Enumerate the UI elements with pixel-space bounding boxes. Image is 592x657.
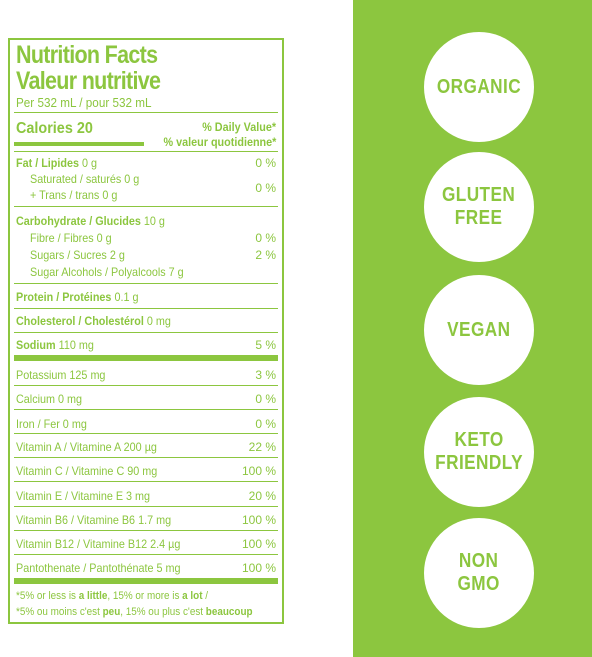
divider bbox=[14, 385, 278, 386]
divider bbox=[14, 481, 278, 482]
nutrient-dv: 20 % bbox=[248, 489, 276, 503]
nutrient-row: Pantothenate / Pantothénate 5 mg bbox=[16, 561, 181, 575]
nutrient-row: Cholesterol / Cholestérol 0 mg bbox=[16, 314, 171, 328]
nutrient-dv: 0 % bbox=[255, 392, 276, 406]
footnote-english: *5% or less is a little, 15% or more is … bbox=[16, 590, 209, 602]
nutrient-row: Vitamin B6 / Vitamine B6 1.7 mg bbox=[16, 513, 172, 527]
nutrient-dv: 0 % bbox=[255, 417, 276, 431]
non-gmo-badge: NON GMO bbox=[424, 518, 534, 628]
nutrient-row: Carbohydrate / Glucides 10 g bbox=[16, 214, 165, 228]
nutrient-dv: 100 % bbox=[241, 464, 276, 478]
organic-badge: ORGANIC bbox=[424, 32, 534, 142]
divider bbox=[14, 283, 278, 284]
nutrient-row: Vitamin C / Vitamine C 90 mg bbox=[16, 464, 158, 478]
nutrient-dv: 100 % bbox=[241, 537, 276, 551]
nutrient-row: Potassium 125 mg bbox=[16, 368, 106, 382]
nutrient-row: Sugars / Sucres 2 g bbox=[30, 248, 125, 262]
nutrient-row: + Trans / trans 0 g bbox=[30, 188, 118, 202]
thick-divider bbox=[14, 578, 278, 584]
nutrient-row: Vitamin B12 / Vitamine B12 2.4 µg bbox=[16, 537, 181, 551]
divider bbox=[14, 206, 278, 207]
title-french: Valeur nutritive bbox=[16, 67, 161, 95]
nutrient-dv: 3 % bbox=[255, 368, 276, 382]
nutrient-row: Vitamin A / Vitamine A 200 µg bbox=[16, 440, 157, 454]
divider bbox=[14, 506, 278, 507]
nutrient-row: Fat / Lipides 0 g bbox=[16, 156, 98, 170]
daily-value-header-fr: % valeur quotidienne* bbox=[163, 135, 276, 149]
nutrient-row: Fibre / Fibres 0 g bbox=[30, 231, 112, 245]
badge-label: VEGAN bbox=[447, 318, 511, 341]
vegan-badge: VEGAN bbox=[424, 275, 534, 385]
nutrient-dv: 0 % bbox=[255, 231, 276, 245]
divider bbox=[14, 112, 278, 113]
divider bbox=[14, 554, 278, 555]
footnote-french: *5% ou moins c'est peu, 15% ou plus c'es… bbox=[16, 606, 253, 618]
divider bbox=[14, 433, 278, 434]
title-english: Nutrition Facts bbox=[16, 41, 158, 69]
divider bbox=[14, 409, 278, 410]
badge-label: KETO FRIENDLY bbox=[435, 429, 523, 474]
badge-label: NON GMO bbox=[457, 550, 501, 595]
nutrient-row: Calcium 0 mg bbox=[16, 392, 83, 406]
calories-underline bbox=[14, 142, 144, 146]
nutrient-dv: 2 % bbox=[255, 248, 276, 262]
nutrition-facts-label: Nutrition Facts Valeur nutritive Per 532… bbox=[8, 38, 284, 624]
nutrient-dv: 100 % bbox=[241, 561, 276, 575]
daily-value-header-en: % Daily Value* bbox=[202, 120, 276, 134]
nutrient-row: Sodium 110 mg bbox=[16, 338, 94, 352]
nutrient-row: Saturated / saturés 0 g bbox=[30, 172, 140, 186]
gluten-free-badge: GLUTEN FREE bbox=[424, 152, 534, 262]
divider bbox=[14, 530, 278, 531]
nutrient-row: Protein / Protéines 0.1 g bbox=[16, 290, 139, 304]
nutrient-row: Iron / Fer 0 mg bbox=[16, 417, 87, 431]
thick-divider bbox=[14, 355, 278, 361]
divider bbox=[14, 332, 278, 333]
nutrient-row: Sugar Alcohols / Polyalcools 7 g bbox=[30, 265, 184, 279]
nutrient-dv: 0 % bbox=[255, 181, 276, 195]
badge-label: GLUTEN FREE bbox=[442, 184, 516, 229]
nutrient-dv: 0 % bbox=[255, 156, 276, 170]
serving-size: Per 532 mL / pour 532 mL bbox=[16, 95, 152, 110]
divider bbox=[14, 151, 278, 152]
badge-label: ORGANIC bbox=[436, 75, 522, 98]
nutrient-dv: 5 % bbox=[255, 338, 276, 352]
calories: Calories 20 bbox=[16, 120, 93, 137]
nutrient-row: Vitamin E / Vitamine E 3 mg bbox=[16, 489, 151, 503]
nutrient-dv: 22 % bbox=[248, 440, 276, 454]
keto-friendly-badge: KETO FRIENDLY bbox=[424, 397, 534, 507]
divider bbox=[14, 457, 278, 458]
nutrient-dv: 100 % bbox=[241, 513, 276, 527]
divider bbox=[14, 308, 278, 309]
